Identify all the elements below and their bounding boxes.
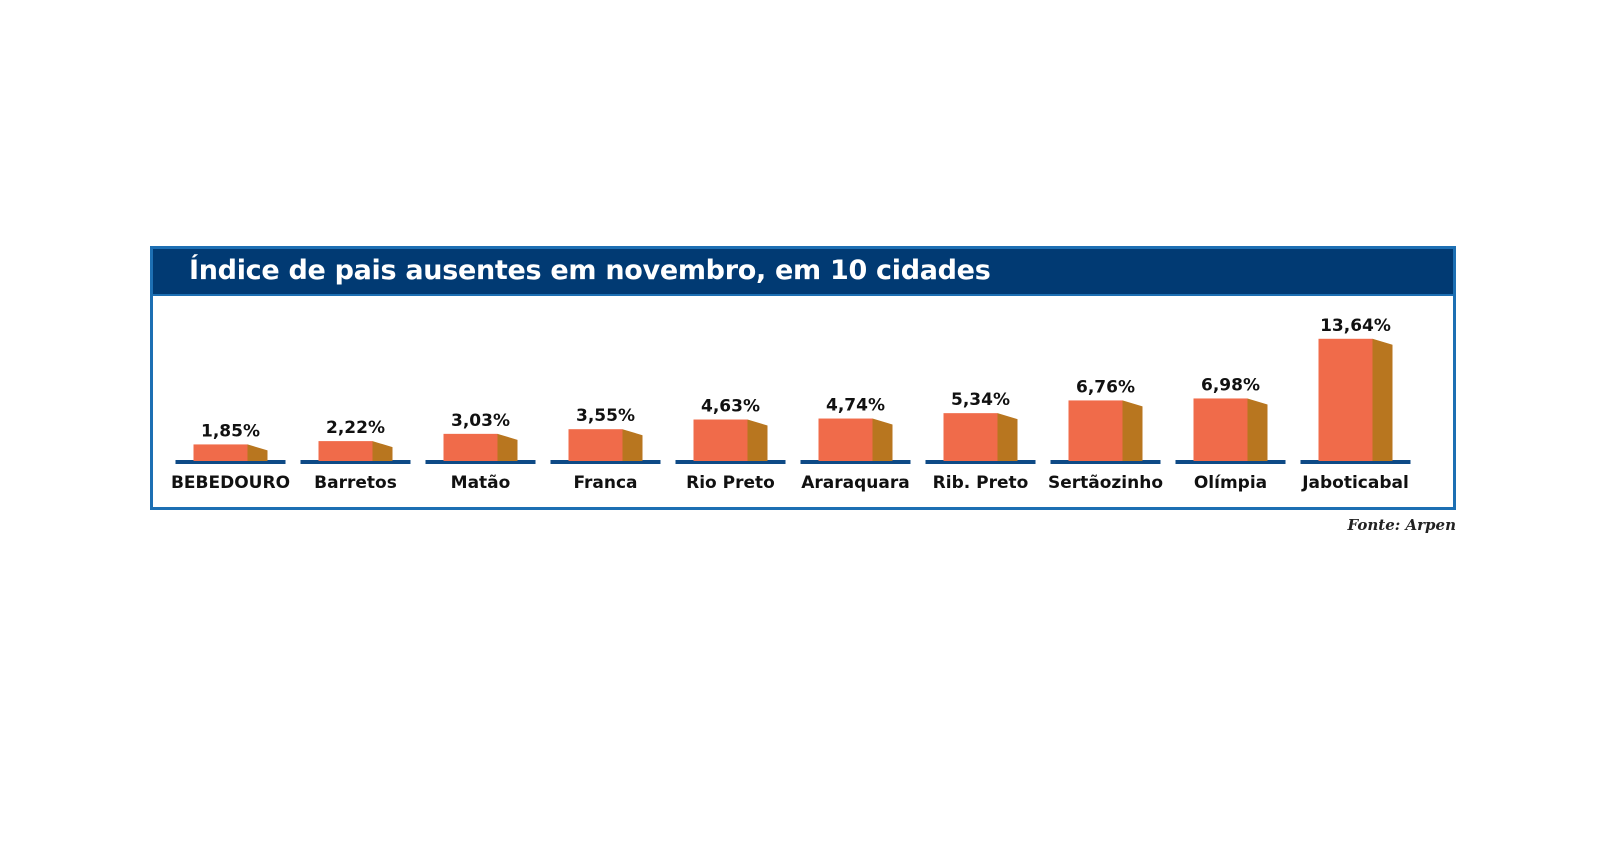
bar	[1193, 398, 1248, 461]
value-label: 2,22%	[326, 418, 385, 438]
bar	[193, 444, 248, 461]
bar	[943, 413, 998, 461]
bar	[693, 419, 748, 461]
bar	[318, 441, 373, 461]
chart-frame: Índice de pais ausentes em novembro, em …	[150, 246, 1456, 510]
category-label: Matão	[451, 473, 511, 493]
category-label: Rio Preto	[686, 473, 775, 493]
bar	[818, 418, 873, 461]
bar-side-face	[1372, 338, 1393, 461]
category-label: Araraquara	[801, 473, 909, 493]
value-label: 3,55%	[576, 406, 635, 426]
bar-side-face	[1122, 400, 1143, 461]
value-label: 1,85%	[201, 421, 260, 441]
source-note: Fonte: Arpen	[1347, 516, 1456, 534]
category-label: BEBEDOURO	[171, 473, 290, 493]
category-label: Franca	[573, 473, 637, 493]
title-bar: Índice de pais ausentes em novembro, em …	[153, 249, 1453, 296]
bar-side-face	[747, 419, 768, 461]
value-label: 13,64%	[1320, 316, 1391, 336]
category-label: Olímpia	[1194, 473, 1267, 493]
category-label: Rib. Preto	[933, 473, 1029, 493]
value-label: 5,34%	[951, 390, 1010, 410]
bar-side-face	[372, 441, 393, 461]
value-label: 4,74%	[826, 396, 885, 416]
value-label: 3,03%	[451, 411, 510, 431]
bar-side-face	[622, 429, 643, 461]
bar-side-face	[997, 413, 1018, 461]
bar-side-face	[1247, 398, 1268, 461]
bar	[1318, 338, 1373, 461]
bar	[443, 433, 498, 461]
category-label: Barretos	[314, 473, 397, 493]
bar-side-face	[247, 444, 268, 461]
bar	[1068, 400, 1123, 461]
value-label: 6,76%	[1076, 377, 1135, 397]
bar-side-face	[872, 418, 893, 461]
value-label: 4,63%	[701, 397, 760, 417]
value-label: 6,98%	[1201, 375, 1260, 395]
bar-chart: 1,85% BEBEDOURO 2,22% Barretos 3,03% Matão 3,5…	[171, 316, 1411, 493]
chart-title: Índice de pais ausentes em novembro, em …	[189, 255, 991, 286]
category-label: Jaboticabal	[1301, 473, 1409, 493]
category-label: Sertãozinho	[1048, 473, 1163, 493]
bar-side-face	[497, 433, 518, 461]
bar	[568, 429, 623, 461]
